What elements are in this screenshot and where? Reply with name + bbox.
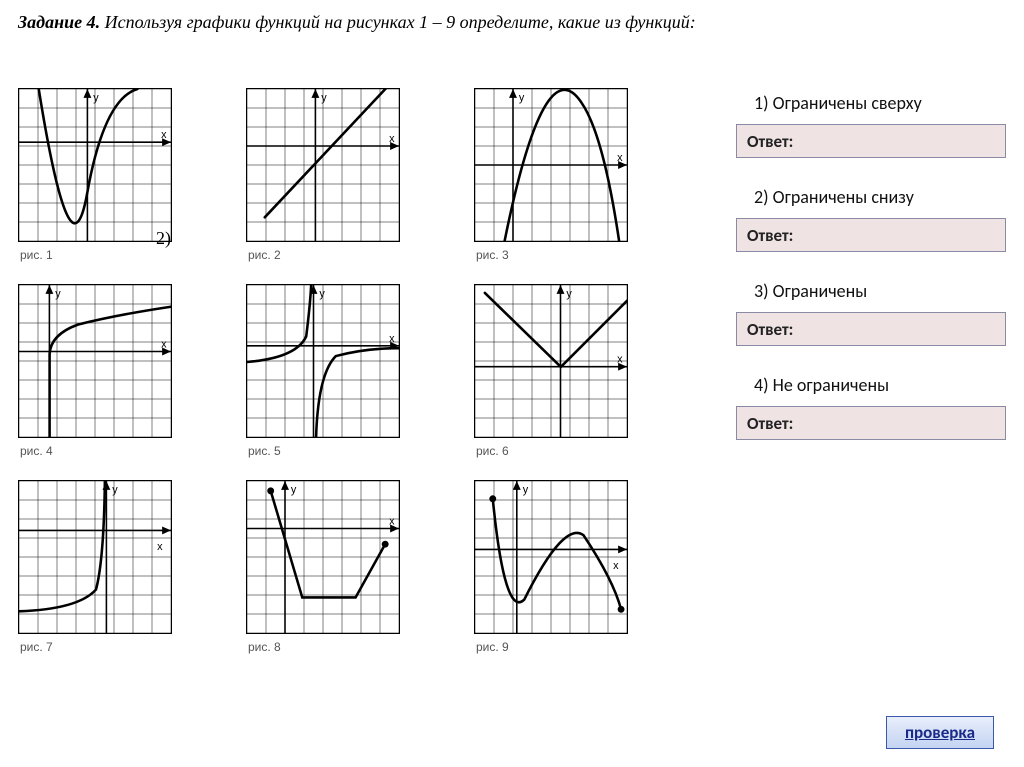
answer-box-3[interactable]: Ответ: [736,312,1006,346]
chart-caption: рис. 2 [248,248,422,262]
question-label: 2) Ограничены снизу [754,186,1006,208]
question-1: 1) Ограничены сверху Ответ: [736,92,1006,158]
questions-column: 1) Ограничены сверху Ответ: 2) Ограничен… [736,92,1006,468]
answer-box-1[interactable]: Ответ: [736,124,1006,158]
chart-caption: рис. 7 [20,640,194,654]
question-4: 4) Не ограничены Ответ: [736,374,1006,440]
chart-7: y x рис. 7 [18,480,194,672]
question-label: 4) Не ограничены [754,374,1006,396]
svg-text:y: y [523,484,529,496]
chart-row: y x рис. 1 y x рис. 2 y x рис. 3 [18,88,658,280]
svg-text:x: x [389,333,395,345]
chart-5: y x рис. 5 [246,284,422,476]
svg-text:y: y [319,288,325,300]
answer-box-2[interactable]: Ответ: [736,218,1006,252]
chart-4: y x рис. 4 [18,284,194,476]
chart-9: y x рис. 9 [474,480,650,672]
svg-text:y: y [519,92,525,104]
chart-caption: рис. 6 [476,444,650,458]
chart-3: y x рис. 3 [474,88,650,280]
chart-caption: рис. 3 [476,248,650,262]
svg-text:y: y [55,288,61,300]
svg-text:x: x [161,129,167,141]
question-3: 3) Ограничены Ответ: [736,280,1006,346]
question-label: 1) Ограничены сверху [754,92,1006,114]
chart-caption: рис. 4 [20,444,194,458]
svg-text:y: y [112,484,118,496]
task-text: Используя графики функций на рисунках 1 … [100,12,696,32]
svg-text:y: y [566,288,572,300]
svg-text:x: x [617,354,623,366]
check-button[interactable]: проверка [886,716,994,749]
overlay-label-2: 2) [156,228,171,249]
chart-8: y x рис. 8 [246,480,422,672]
svg-text:x: x [157,541,163,553]
svg-text:y: y [93,92,99,104]
answer-box-4[interactable]: Ответ: [736,406,1006,440]
chart-6: y x рис. 6 [474,284,650,476]
task-title: Задание 4. Используя графики функций на … [18,12,696,33]
svg-text:x: x [161,339,167,351]
svg-text:x: x [389,133,395,145]
charts-grid: y x рис. 1 y x рис. 2 y x рис. 3 y x рис. 4 y x ри… [18,88,658,676]
chart-1: y x рис. 1 [18,88,194,280]
svg-text:x: x [613,560,619,572]
svg-text:x: x [389,516,395,528]
chart-caption: рис. 9 [476,640,650,654]
question-label: 3) Ограничены [754,280,1006,302]
chart-caption: рис. 1 [20,248,194,262]
chart-row: y x рис. 4 y x рис. 5 y x рис. 6 [18,284,658,476]
svg-text:x: x [617,152,623,164]
chart-row: y x рис. 7 y x рис. 8 y x рис. 9 [18,480,658,672]
svg-text:y: y [291,484,297,496]
question-2: 2) Ограничены снизу Ответ: [736,186,1006,252]
task-number: Задание 4. [18,12,100,32]
svg-text:y: y [321,92,327,104]
chart-caption: рис. 5 [248,444,422,458]
chart-caption: рис. 8 [248,640,422,654]
chart-2: y x рис. 2 [246,88,422,280]
